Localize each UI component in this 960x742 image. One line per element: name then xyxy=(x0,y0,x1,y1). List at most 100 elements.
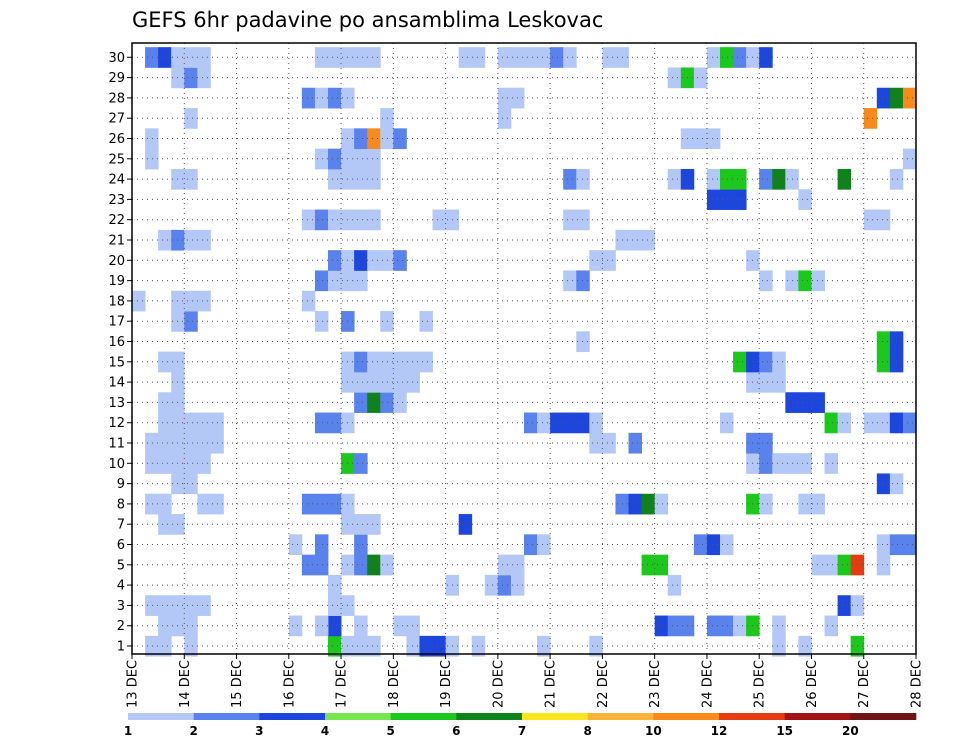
heatmap-cell xyxy=(733,351,747,373)
heatmap-cell xyxy=(602,250,616,271)
heatmap-cell xyxy=(720,189,734,210)
heatmap-cell xyxy=(197,432,211,454)
heatmap-cell xyxy=(798,189,812,210)
heatmap-cell xyxy=(837,554,852,576)
heatmap-cell xyxy=(367,148,381,170)
heatmap-cell xyxy=(837,595,852,616)
heatmap-cell xyxy=(145,635,159,657)
x-tick-label: 20 DEC xyxy=(491,660,506,708)
y-tick-label: 4 xyxy=(117,579,125,594)
heatmap-cell xyxy=(288,534,303,556)
heatmap-cell xyxy=(733,615,747,637)
colorbar-segment xyxy=(259,713,326,720)
heatmap-cell xyxy=(798,392,812,413)
heatmap-cell xyxy=(902,148,917,170)
heatmap-cell xyxy=(759,47,773,68)
heatmap-cell xyxy=(876,412,891,434)
heatmap-cell xyxy=(314,615,329,637)
heatmap-cell xyxy=(576,270,590,292)
heatmap-cell xyxy=(576,331,590,353)
heatmap-cell xyxy=(471,635,486,657)
heatmap-cell xyxy=(393,371,407,393)
heatmap-cell xyxy=(497,87,512,109)
heatmap-cell xyxy=(550,47,564,68)
heatmap-cell xyxy=(876,331,891,353)
heatmap-cell xyxy=(158,514,172,535)
colorbar-segment xyxy=(390,713,457,720)
heatmap-cell xyxy=(328,168,342,190)
heatmap-cell xyxy=(184,108,198,129)
heatmap-cell xyxy=(158,392,172,413)
heatmap-cell xyxy=(288,615,303,637)
x-tick-label: 24 DEC xyxy=(700,660,715,708)
heatmap-cell xyxy=(184,453,198,474)
heatmap-cell xyxy=(876,209,891,231)
heatmap-cell xyxy=(641,493,656,515)
heatmap-cell xyxy=(798,270,812,292)
heatmap-cell xyxy=(328,209,342,231)
heatmap-cell xyxy=(184,67,198,89)
heatmap-cell xyxy=(667,168,682,190)
colorbar-segment xyxy=(522,713,588,720)
heatmap-cell xyxy=(406,351,420,373)
heatmap-cell xyxy=(145,47,159,68)
colorbar: 1 2 3 4 5 6 7 8 10 12 15 20 xyxy=(124,713,917,738)
y-tick-label: 30 xyxy=(108,51,125,66)
heatmap-cell xyxy=(354,250,368,271)
heatmap-cell xyxy=(667,67,682,89)
colorbar-label: 20 xyxy=(842,724,859,738)
heatmap-cell xyxy=(706,47,721,68)
heatmap-cell xyxy=(693,128,708,150)
heatmap-cell xyxy=(197,493,211,515)
heatmap-cell xyxy=(537,412,551,434)
heatmap-cell xyxy=(876,87,891,109)
heatmap-cell xyxy=(576,168,590,190)
heatmap-cell xyxy=(158,229,172,251)
heatmap-cell xyxy=(497,554,512,576)
heatmap-cell xyxy=(328,270,342,292)
heatmap-cell xyxy=(197,453,211,474)
x-axis-ticks: 13 DEC 14 DEC 15 DEC 16 DEC 17 DEC 18 DEC 19 D… xyxy=(126,654,925,708)
heatmap-cell xyxy=(197,290,211,312)
heatmap-cell xyxy=(314,534,329,556)
colorbar-segment xyxy=(128,713,194,720)
heatmap-cell xyxy=(706,189,721,210)
y-tick-label: 8 xyxy=(117,497,125,512)
heatmap-cell xyxy=(641,229,656,251)
heatmap-cell xyxy=(811,270,825,292)
heatmap-cell xyxy=(314,209,329,231)
heatmap-cell xyxy=(524,412,538,434)
colorbar-segment xyxy=(456,713,523,720)
heatmap-cell xyxy=(158,595,172,616)
heatmap-cell xyxy=(314,270,329,292)
heatmap-cell xyxy=(158,351,172,373)
heatmap-cell xyxy=(301,290,316,312)
heatmap-cell xyxy=(197,47,211,68)
y-tick-label: 15 xyxy=(108,355,125,370)
heatmap-cell xyxy=(550,412,564,434)
heatmap-cell xyxy=(314,412,329,434)
heatmap-cell xyxy=(602,432,616,454)
heatmap-cell xyxy=(367,128,381,150)
y-tick-label: 9 xyxy=(117,477,125,492)
colorbar-label: 6 xyxy=(452,724,460,738)
heatmap-cell xyxy=(354,371,368,393)
heatmap-cell xyxy=(184,473,198,495)
heatmap-cell xyxy=(393,615,407,637)
heatmap-cell xyxy=(328,47,342,68)
heatmap-cell xyxy=(314,311,329,332)
x-tick-label: 16 DEC xyxy=(282,660,297,708)
heatmap-cell xyxy=(537,534,551,556)
y-tick-label: 25 xyxy=(108,152,125,167)
x-tick-label: 26 DEC xyxy=(805,660,820,708)
y-tick-label: 19 xyxy=(108,274,125,289)
heatmap-cell xyxy=(367,635,381,657)
heatmap-cell xyxy=(354,168,368,190)
heatmap-cell xyxy=(367,554,381,576)
heatmap-cell xyxy=(837,412,852,434)
x-tick-label: 23 DEC xyxy=(648,660,663,708)
colorbar-segment xyxy=(850,713,917,720)
y-tick-label: 29 xyxy=(108,71,125,86)
heatmap-cell xyxy=(314,148,329,170)
heatmap-cell xyxy=(563,47,577,68)
